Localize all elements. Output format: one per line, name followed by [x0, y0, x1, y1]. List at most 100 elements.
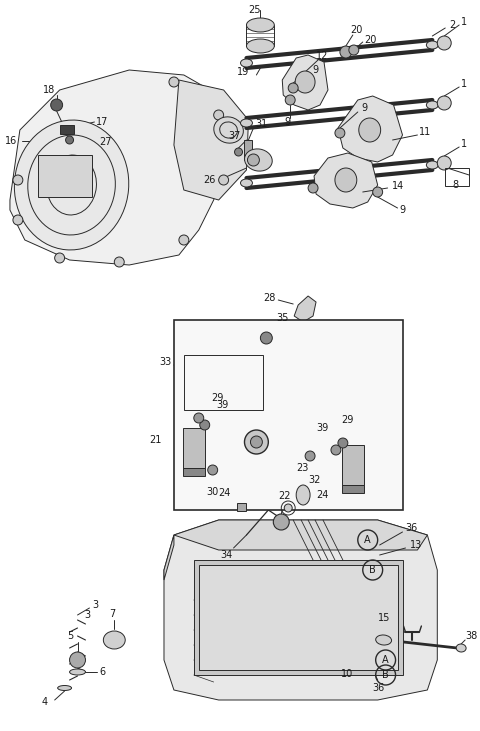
Text: 4: 4 [42, 697, 48, 707]
Circle shape [200, 420, 210, 430]
Ellipse shape [376, 635, 392, 645]
Circle shape [437, 36, 451, 50]
Bar [38, 155, 93, 197]
Text: 30: 30 [207, 487, 219, 497]
Text: A: A [382, 655, 389, 665]
Circle shape [179, 235, 189, 245]
Ellipse shape [456, 644, 466, 652]
Text: 15: 15 [378, 613, 390, 623]
Text: 14: 14 [392, 181, 404, 191]
Text: 9: 9 [399, 205, 406, 215]
Text: 32: 32 [308, 475, 321, 485]
Circle shape [66, 136, 73, 144]
Ellipse shape [248, 154, 259, 166]
Text: 16: 16 [5, 136, 17, 146]
Circle shape [169, 77, 179, 87]
Text: 25: 25 [249, 5, 261, 15]
Text: 29: 29 [341, 415, 353, 425]
Circle shape [51, 99, 62, 111]
Text: 20: 20 [365, 35, 377, 45]
Circle shape [284, 504, 292, 512]
Ellipse shape [103, 631, 125, 649]
Ellipse shape [246, 39, 274, 53]
Text: 11: 11 [420, 127, 432, 137]
Ellipse shape [240, 59, 252, 67]
Circle shape [114, 257, 124, 267]
Ellipse shape [426, 101, 438, 109]
Text: 24: 24 [219, 488, 231, 498]
Ellipse shape [70, 669, 85, 675]
Text: 27: 27 [99, 137, 112, 147]
Text: 9: 9 [362, 103, 368, 113]
Text: 28: 28 [264, 293, 276, 303]
Circle shape [251, 436, 263, 448]
Ellipse shape [58, 686, 72, 691]
Text: 26: 26 [204, 175, 216, 185]
Text: 21: 21 [149, 435, 161, 445]
Bar [237, 503, 246, 511]
Bar [174, 320, 403, 510]
Ellipse shape [426, 161, 438, 169]
Text: 9: 9 [284, 117, 290, 127]
Ellipse shape [246, 18, 274, 32]
Text: 29: 29 [212, 393, 224, 403]
Text: B: B [382, 670, 389, 680]
Polygon shape [174, 520, 427, 550]
Bar [184, 355, 264, 410]
Text: 6: 6 [99, 667, 106, 677]
Text: 36: 36 [406, 523, 418, 533]
Text: 1: 1 [461, 17, 467, 27]
Text: 33: 33 [159, 357, 171, 367]
Text: 22: 22 [278, 491, 291, 501]
Text: 1: 1 [461, 79, 467, 89]
Text: 13: 13 [409, 540, 422, 550]
Text: 1: 1 [461, 139, 467, 149]
Circle shape [219, 175, 228, 185]
Bar [342, 445, 364, 485]
Circle shape [308, 183, 318, 193]
Polygon shape [10, 70, 228, 265]
Bar [342, 485, 364, 493]
Ellipse shape [214, 117, 243, 143]
Bar [60, 125, 73, 134]
Circle shape [208, 465, 217, 475]
Bar [194, 560, 403, 675]
Text: 34: 34 [221, 550, 233, 560]
Circle shape [285, 95, 295, 105]
Ellipse shape [426, 41, 438, 49]
Bar [199, 565, 397, 670]
Circle shape [55, 253, 65, 263]
Polygon shape [314, 153, 378, 208]
Text: 2: 2 [449, 20, 456, 30]
Ellipse shape [296, 485, 310, 505]
Ellipse shape [335, 168, 357, 192]
Circle shape [338, 438, 348, 448]
Text: 37: 37 [228, 131, 241, 141]
Bar [244, 140, 252, 160]
Ellipse shape [14, 120, 129, 250]
Polygon shape [294, 296, 316, 322]
Circle shape [235, 148, 242, 156]
Text: 31: 31 [255, 119, 268, 129]
Text: 12: 12 [316, 51, 328, 61]
Bar [183, 428, 205, 468]
Circle shape [244, 430, 268, 454]
Text: 20: 20 [350, 25, 362, 35]
Circle shape [214, 110, 224, 120]
Text: 19: 19 [237, 67, 249, 77]
Polygon shape [164, 535, 174, 580]
Polygon shape [338, 96, 403, 162]
Circle shape [437, 156, 451, 170]
Text: 39: 39 [216, 400, 229, 410]
Polygon shape [282, 55, 328, 110]
Circle shape [288, 83, 298, 93]
Text: 18: 18 [43, 85, 55, 95]
Polygon shape [164, 520, 437, 700]
Circle shape [340, 46, 352, 58]
Text: 17: 17 [96, 117, 109, 127]
Ellipse shape [240, 119, 252, 127]
Polygon shape [174, 80, 249, 200]
Text: B: B [369, 565, 376, 575]
Circle shape [273, 514, 289, 530]
Text: 3: 3 [93, 600, 98, 610]
